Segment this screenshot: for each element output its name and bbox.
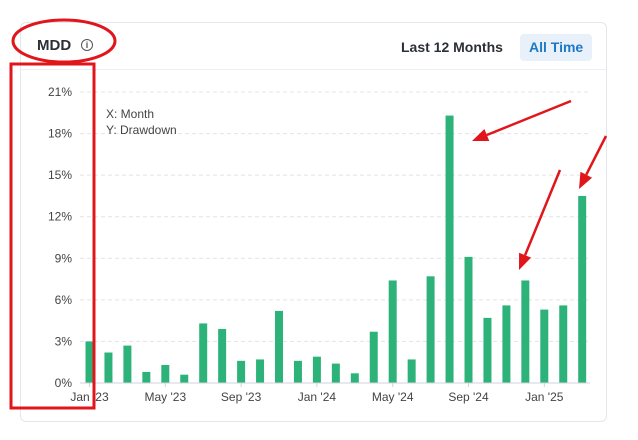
chart-title: MDD: [37, 37, 72, 54]
bar[interactable]: [85, 341, 94, 383]
bar[interactable]: [369, 331, 378, 383]
bar[interactable]: [104, 352, 113, 383]
axis-ticks: 0% 3% 6% 9% 12% 15% 18% 21% Jan '23 May '23 Sep '2…: [48, 85, 564, 404]
x-tick-label: Sep '23: [221, 390, 262, 404]
x-tick-label: May '24: [372, 390, 414, 404]
x-tick-label: Jan '24: [298, 390, 337, 404]
x-tick-label: Sep '24: [448, 390, 489, 404]
card-header: MDD i Last 12 Months All Time: [21, 23, 606, 70]
bar[interactable]: [161, 364, 170, 383]
y-tick-label: 15%: [48, 168, 72, 182]
bar[interactable]: [426, 276, 435, 383]
bar[interactable]: [218, 328, 227, 383]
x-tick-label: May '23: [144, 390, 186, 404]
grid-lines: [80, 91, 590, 342]
bar[interactable]: [275, 310, 283, 383]
info-icon[interactable]: i: [81, 39, 93, 51]
legend-x: X: Month: [106, 107, 154, 121]
bar[interactable]: [388, 280, 397, 383]
bar[interactable]: [559, 305, 568, 383]
y-tick-label: 0%: [55, 376, 73, 390]
bar[interactable]: [502, 305, 511, 383]
bar[interactable]: [407, 359, 416, 383]
y-tick-label: 3%: [55, 334, 73, 348]
annotation-arrow-shaft: [486, 99, 572, 137]
tab-last-12-months[interactable]: Last 12 Months: [401, 39, 503, 55]
annotation-arrow-head: [579, 171, 593, 189]
bar[interactable]: [331, 363, 340, 383]
bar[interactable]: [540, 309, 549, 383]
bar[interactable]: [464, 256, 473, 383]
annotation-arrow-head: [472, 128, 490, 142]
bar[interactable]: [521, 280, 530, 383]
x-tick-label: Jan '23: [70, 390, 109, 404]
bar[interactable]: [123, 345, 132, 383]
bar[interactable]: [445, 115, 454, 384]
y-tick-label: 21%: [48, 85, 72, 99]
y-tick-label: 12%: [48, 210, 72, 224]
annotation-ellipse: [11, 18, 117, 64]
bar[interactable]: [199, 323, 208, 383]
bar[interactable]: [142, 371, 151, 383]
annotation-rectangle: [9, 62, 96, 410]
annotation-arrow-shaft: [523, 169, 562, 256]
mdd-card: MDD i Last 12 Months All Time: [20, 22, 607, 422]
bar[interactable]: [578, 195, 587, 383]
y-tick-label: 9%: [55, 251, 73, 265]
bars: [85, 115, 587, 384]
annotations: [9, 18, 608, 410]
tab-all-time[interactable]: All Time: [520, 34, 593, 61]
bar[interactable]: [350, 373, 359, 383]
y-tick-label: 18%: [48, 127, 72, 141]
bar[interactable]: [237, 360, 246, 383]
legend-y: Y: Drawdown: [106, 123, 177, 137]
x-tick-label: Jan '25: [525, 390, 564, 404]
annotation-arrow-shaft: [585, 135, 608, 176]
bar[interactable]: [293, 360, 302, 383]
bar[interactable]: [312, 356, 321, 383]
y-tick-label: 6%: [55, 293, 73, 307]
bar[interactable]: [256, 359, 265, 383]
bar[interactable]: [483, 317, 492, 383]
annotation-arrow-head: [519, 252, 532, 270]
bar[interactable]: [180, 374, 189, 383]
